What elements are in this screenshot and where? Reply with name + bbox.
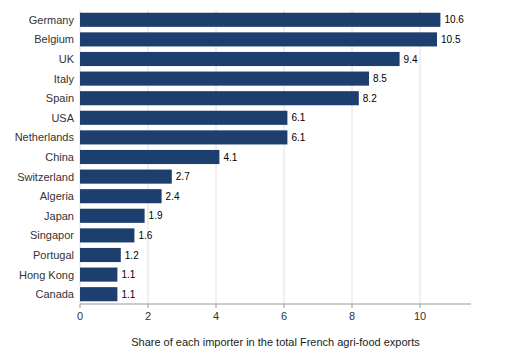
category-label: Portugal (33, 249, 74, 261)
category-label: Spain (46, 92, 74, 104)
bar (80, 248, 121, 262)
tick-mark (80, 304, 81, 308)
axis-line (80, 304, 471, 305)
data-label: 2.4 (166, 191, 180, 202)
tick-label: 10 (414, 310, 426, 322)
bar (80, 228, 134, 242)
category-label: Hong Kong (19, 269, 74, 281)
bar (80, 130, 287, 144)
data-label: 4.1 (223, 152, 237, 163)
bar (80, 32, 437, 46)
category-label: Singapor (30, 229, 74, 241)
bar (80, 268, 117, 282)
bar (80, 72, 369, 86)
bar (80, 13, 440, 27)
bar (80, 91, 359, 105)
data-label: 1.6 (138, 230, 152, 241)
tick-label: 4 (213, 310, 219, 322)
category-label: Algeria (40, 190, 75, 202)
category-label: China (45, 151, 75, 163)
bars (80, 13, 440, 302)
category-label: UK (59, 53, 75, 65)
data-label: 2.7 (176, 171, 190, 182)
tick-label: 8 (349, 310, 355, 322)
data-label: 1.1 (121, 269, 135, 280)
bar (80, 287, 117, 301)
data-label: 1.2 (125, 250, 139, 261)
category-label: Japan (44, 210, 74, 222)
data-label: 6.1 (291, 132, 305, 143)
category-label: USA (51, 112, 74, 124)
category-label: Germany (29, 14, 75, 26)
tick-mark (284, 304, 285, 308)
x-axis: 0 2 4 6 8 10 (77, 304, 471, 322)
bar (80, 52, 400, 66)
category-label: Netherlands (15, 131, 75, 143)
tick-label: 6 (281, 310, 287, 322)
category-label: Canada (35, 288, 74, 300)
data-label: 8.2 (363, 93, 377, 104)
data-label: 9.4 (404, 54, 418, 65)
chart-container: 0 2 4 6 8 10 Share of each importer in the tot… (0, 0, 505, 356)
category-label: Switzerland (17, 171, 74, 183)
data-label: 8.5 (373, 73, 387, 84)
x-axis-label: Share of each importer in the total Fren… (131, 336, 420, 348)
background (0, 0, 505, 356)
tick-mark (352, 304, 353, 308)
bar (80, 150, 219, 164)
chart-svg: 0 2 4 6 8 10 Share of each importer in the tot… (0, 0, 505, 356)
data-labels: 10.6 10.5 9.4 8.5 8.2 6.1 6.1 4.1 2.7 2.41.9 1.6 1.… (121, 14, 464, 299)
data-label: 10.6 (444, 14, 464, 25)
data-label: 1.1 (121, 289, 135, 300)
tick-label: 0 (77, 310, 83, 322)
tick-label: 2 (145, 310, 151, 322)
tick-mark (216, 304, 217, 308)
data-label: 1.9 (149, 210, 163, 221)
data-label: 6.1 (291, 112, 305, 123)
data-label: 10.5 (441, 34, 461, 45)
bar (80, 170, 172, 184)
bar (80, 209, 145, 223)
grid-line (420, 10, 421, 304)
bar (80, 111, 287, 125)
category-label: Italy (54, 73, 75, 85)
bar (80, 189, 162, 203)
grid (80, 10, 420, 304)
tick-mark (148, 304, 149, 308)
y-axis: Germany Belgium UK Italy Spain USA Netherlands… (15, 14, 75, 300)
category-label: Belgium (34, 33, 74, 45)
tick-mark (420, 304, 421, 308)
